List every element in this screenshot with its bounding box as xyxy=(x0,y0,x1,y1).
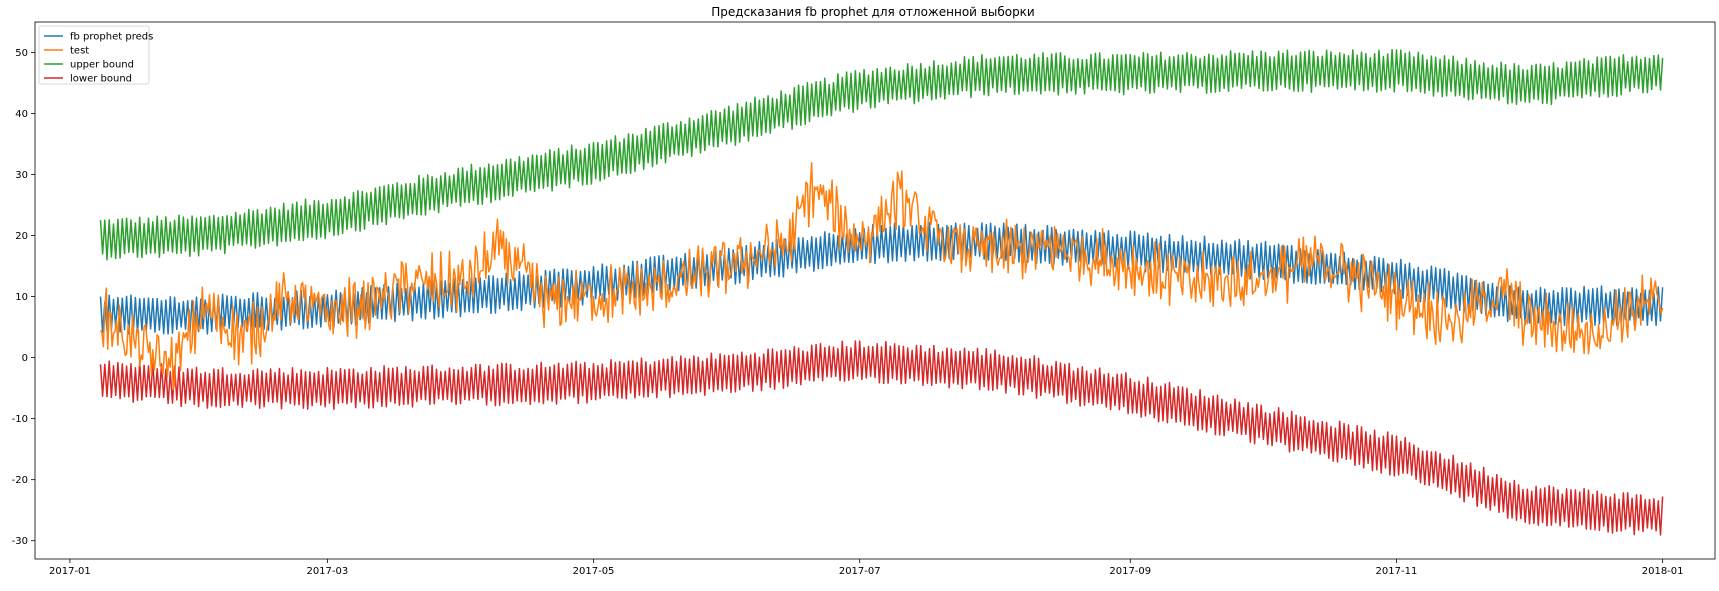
y-tick-label: -10 xyxy=(12,414,28,425)
chart-title: Предсказания fb prophet для отложенной в… xyxy=(711,5,1034,19)
legend-label: test xyxy=(70,46,89,57)
y-tick-label: 10 xyxy=(15,292,28,303)
x-tick-label: 2017-03 xyxy=(306,566,348,577)
legend-label: lower bound xyxy=(70,74,132,85)
x-tick-label: 2017-09 xyxy=(1109,566,1151,577)
series-line-test xyxy=(99,162,1664,390)
y-tick-label: 50 xyxy=(15,48,28,59)
legend-label: upper bound xyxy=(70,60,134,71)
x-tick-label: 2018-01 xyxy=(1642,566,1684,577)
series-line-upper-bound xyxy=(99,48,1664,261)
y-tick-label: -20 xyxy=(12,475,28,486)
series-layer xyxy=(99,48,1664,536)
y-tick-label: 40 xyxy=(15,109,28,120)
x-tick-label: 2017-07 xyxy=(839,566,881,577)
legend: fb prophet preds test upper bound lower bou… xyxy=(38,25,153,85)
y-tick-label: 20 xyxy=(15,231,28,242)
legend-label: fb prophet preds xyxy=(70,32,153,43)
y-axis: -30 -20 -10 0 10 20 30 40 50 xyxy=(12,48,35,547)
x-tick-label: 2017-05 xyxy=(573,566,615,577)
legend-box xyxy=(38,25,150,85)
plot-frame xyxy=(34,21,1716,560)
y-tick-label: -30 xyxy=(12,536,28,547)
x-tick-label: 2017-01 xyxy=(49,566,91,577)
x-axis: 2017-01 2017-03 2017-05 2017-07 2017-09 2017-… xyxy=(49,559,1684,577)
x-tick-label: 2017-11 xyxy=(1376,566,1418,577)
series-line-lower-bound xyxy=(99,340,1664,536)
y-tick-label: 30 xyxy=(15,170,28,181)
series-line-fb-prophet-preds xyxy=(99,221,1664,335)
y-tick-label: 0 xyxy=(22,353,28,364)
